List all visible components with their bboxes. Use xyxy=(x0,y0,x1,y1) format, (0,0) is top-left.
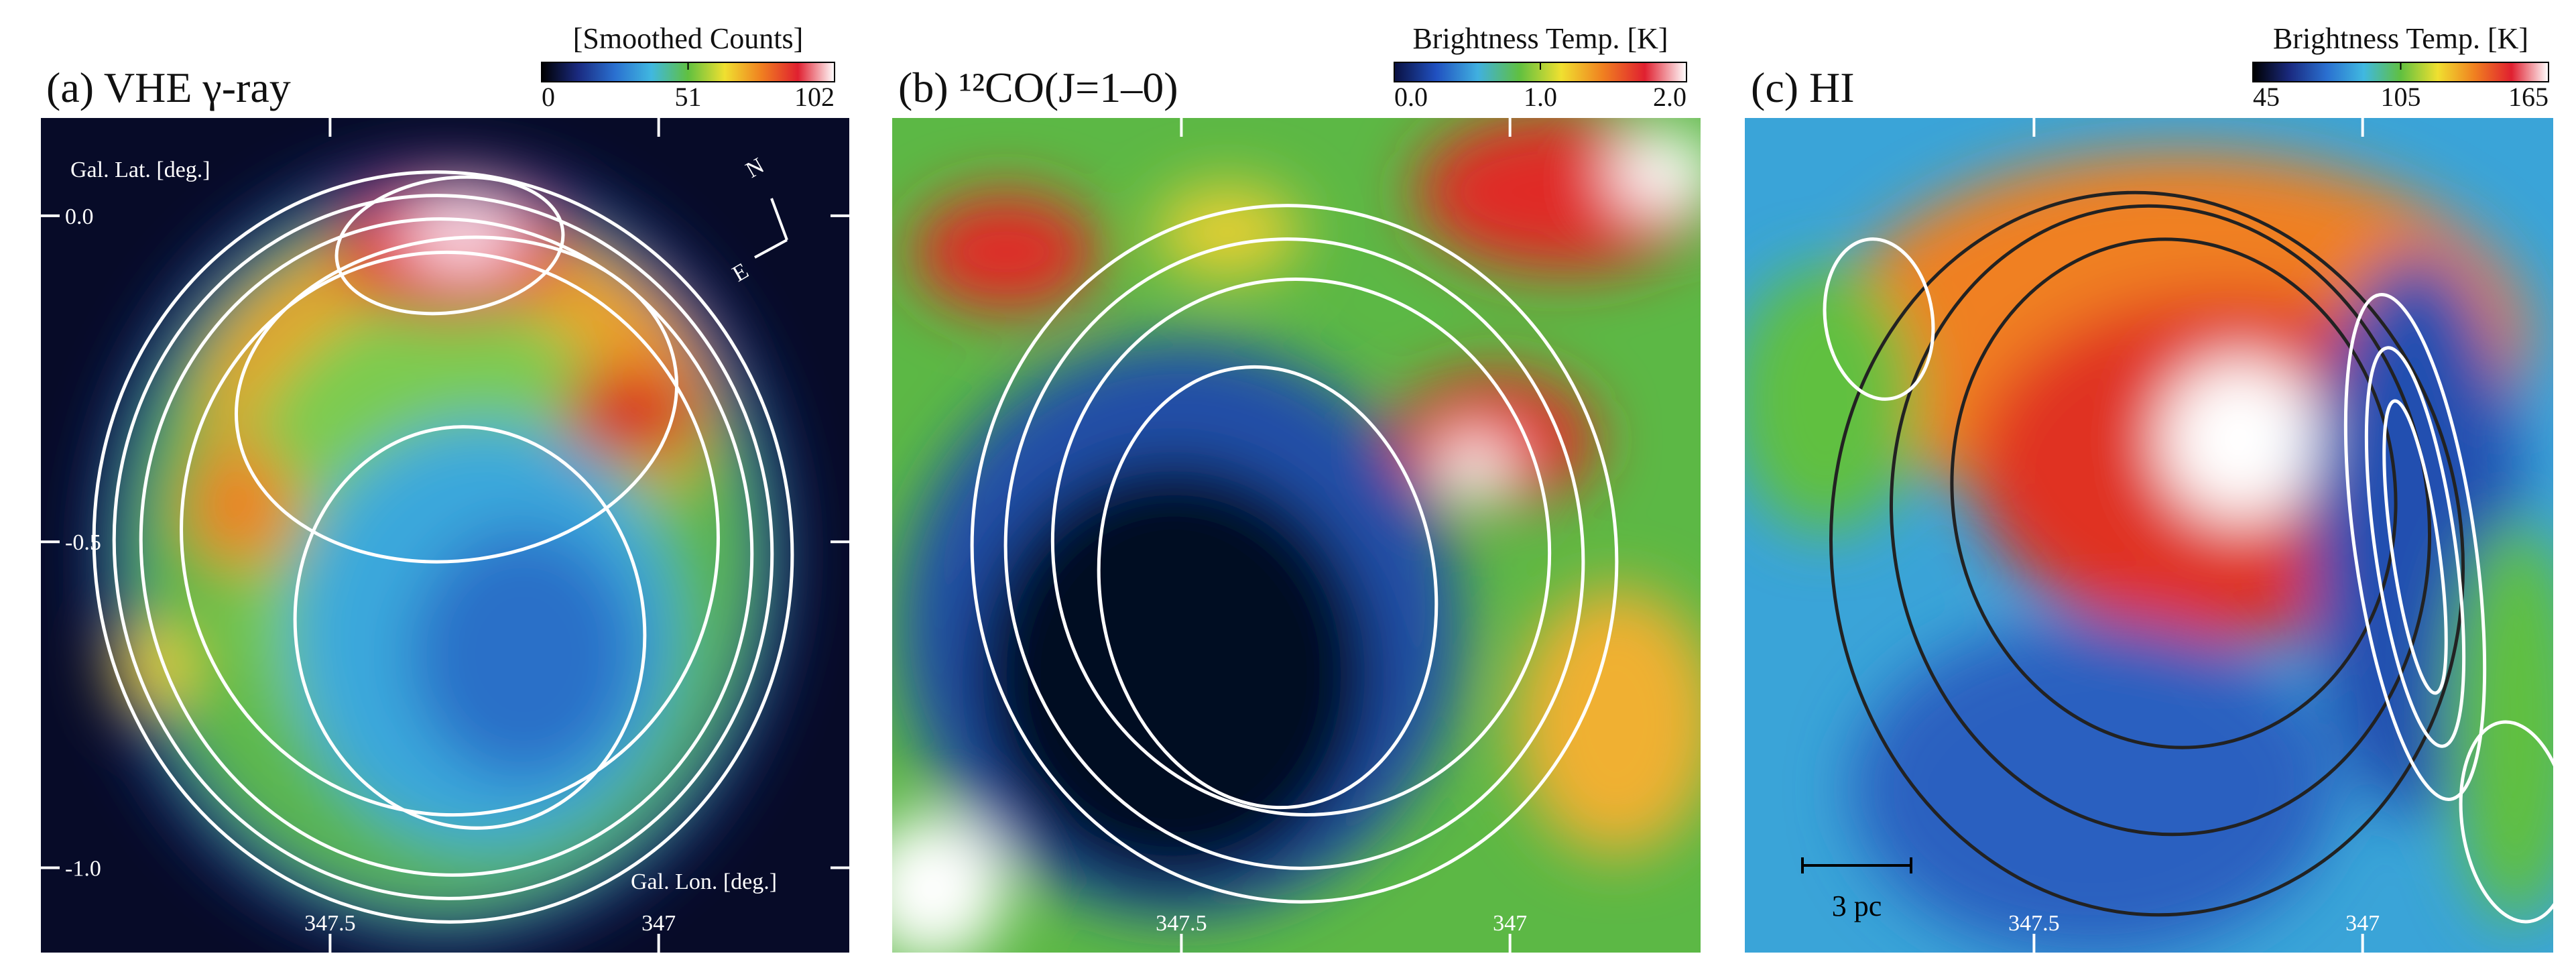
panel: (b) ¹²CO(J=1–0) Brightness Temp. [K] 0.0 1.… xyxy=(859,22,1717,963)
colorbar-tick-label: 45 xyxy=(2253,82,2280,112)
map-emission xyxy=(95,162,792,946)
x-tick-label: 347 xyxy=(1493,911,1527,936)
map: 347.5 347 xyxy=(859,111,1717,963)
emission-region xyxy=(1438,436,1512,497)
scale-label: 3 pc xyxy=(1832,890,1882,922)
emission-region xyxy=(410,527,637,782)
colorbar-tick-label: 1.0 xyxy=(1524,82,1557,112)
panel: (a) VHE γ-ray [Smoothed Counts] 0 51 102 347.… xyxy=(41,22,849,967)
map-image xyxy=(859,111,1717,963)
x-tick-label: 347.5 xyxy=(2008,911,2060,936)
x-tick-label: 347 xyxy=(641,911,676,936)
y-axis-label: Gal. Lat. [deg.] xyxy=(70,158,210,182)
colorbar-tick-label: 0 xyxy=(542,82,555,112)
x-tick-label: 347.5 xyxy=(1156,911,1207,936)
y-tick-label: -0.5 xyxy=(65,530,101,555)
map-image xyxy=(1731,118,2576,956)
colorbar-label: Brightness Temp. [K] xyxy=(1412,22,1668,55)
emission-region xyxy=(1609,131,1717,212)
x-axis-label: Gal. Lon. [deg.] xyxy=(631,869,777,894)
figure: (a) VHE γ-ray [Smoothed Counts] 0 51 102 347.… xyxy=(0,0,2576,970)
map: 347.5 347 0.0 -0.5 -1.0 Gal. Lat. [deg.] Gal. … xyxy=(41,118,849,967)
colorbar-label: [Smoothed Counts] xyxy=(573,22,803,55)
map: 347.5 347 3 pc xyxy=(1731,118,2576,956)
x-tick-label: 347.5 xyxy=(304,911,356,936)
map-image xyxy=(41,118,849,967)
emission-region xyxy=(859,815,1006,963)
y-tick-label: -1.0 xyxy=(65,857,101,882)
panel-title: (b) ¹²CO(J=1–0) xyxy=(898,64,1178,111)
emission-region xyxy=(1516,587,1717,855)
colorbar-tick-label: 2.0 xyxy=(1653,82,1686,112)
x-tick-label: 347 xyxy=(2345,911,2380,936)
emission-region xyxy=(973,460,1375,889)
panel-title: (a) VHE γ-ray xyxy=(46,64,291,111)
colorbar-tick-label: 102 xyxy=(794,82,835,112)
emission-region xyxy=(2160,359,2321,520)
colorbar-tick-label: 165 xyxy=(2508,82,2549,112)
y-tick-label: 0.0 xyxy=(65,204,94,229)
colorbar-label: Brightness Temp. [K] xyxy=(2273,22,2528,55)
colorbar-tick-label: 105 xyxy=(2381,82,2421,112)
panel-title: (c) HI xyxy=(1751,64,1855,111)
colorbar-tick-label: 51 xyxy=(675,82,702,112)
colorbar-tick-label: 0.0 xyxy=(1394,82,1428,112)
